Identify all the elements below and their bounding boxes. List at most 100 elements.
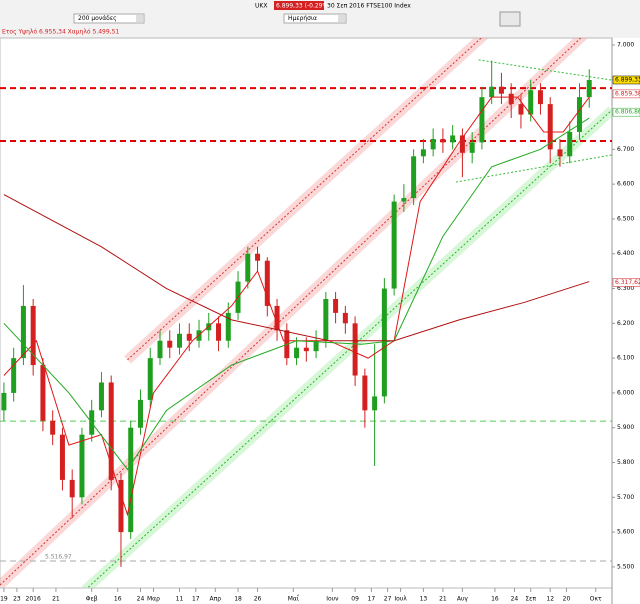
x-tick-label: 11: [176, 596, 184, 603]
y-tick-label: 5.500: [617, 563, 634, 570]
x-tick-label: Μαΐ: [288, 595, 299, 603]
candle-body: [362, 375, 368, 411]
chart-icon[interactable]: [499, 11, 521, 27]
candle-body: [479, 97, 485, 143]
symbol: UKX: [255, 3, 267, 10]
candle-body: [30, 305, 36, 366]
x-tick-label: 24: [137, 596, 145, 603]
trendline: [455, 154, 612, 183]
y-tick-label: 6.100: [617, 355, 634, 362]
range-dropdown[interactable]: [73, 13, 145, 24]
candle-body: [323, 298, 329, 341]
candle-body: [489, 86, 495, 98]
trendline: [0, 38, 582, 586]
candle-body: [450, 135, 456, 143]
candle-body: [108, 382, 114, 480]
candle-body: [137, 399, 143, 428]
candle-body: [440, 138, 446, 143]
range-text: 200 μονάδες: [78, 15, 117, 22]
candle-body: [294, 347, 300, 359]
period-dropdown[interactable]: [283, 13, 347, 24]
y-tick-label: 6.300: [617, 285, 634, 292]
y-tick-label: 5.700: [617, 494, 634, 501]
candle-body: [264, 260, 270, 306]
x-tick-label: 27: [384, 596, 392, 603]
dropdown-arrow: [136, 15, 143, 22]
x-tick-label: 18: [234, 596, 242, 603]
candle-body: [40, 365, 46, 421]
candle-body: [508, 93, 514, 105]
price-label-box: [612, 278, 640, 287]
plot-area: [0, 37, 613, 589]
candle-body: [342, 312, 348, 324]
candle-body: [186, 333, 192, 341]
candle-body: [401, 198, 407, 202]
y-tick-label: 6.500: [617, 215, 634, 222]
x-tick-label: Αυγ: [457, 596, 469, 603]
candle-body: [303, 347, 309, 352]
description: 30 Σεπ 2016 FTSE100 Index: [327, 3, 411, 10]
x-tick-label: 20: [563, 596, 571, 603]
y-tick-label: 7.000: [617, 41, 634, 48]
x-tick-label: 12: [546, 596, 554, 603]
candle-body: [128, 427, 134, 533]
x-tick-label: 24: [511, 596, 519, 603]
line-label: 5.516,97: [45, 554, 72, 561]
x-tick-label: 19: [0, 596, 8, 603]
x-tick-label: Οκτ: [590, 596, 602, 603]
candle-body: [118, 479, 124, 533]
candle-body: [216, 323, 222, 341]
x-tick-label: 13: [420, 596, 428, 603]
x-tick-label: 16: [114, 596, 122, 603]
candle-body: [411, 156, 417, 199]
quote: 6.899,33 (-0.29%): [276, 3, 331, 10]
candle-body: [352, 323, 358, 376]
candle-body: [1, 392, 7, 411]
candle-body: [20, 305, 26, 359]
candle-body: [177, 333, 183, 348]
candle-body: [372, 396, 378, 411]
y-tick-label: 6.700: [617, 146, 634, 153]
y-tick-label: 6.600: [617, 181, 634, 188]
y-tick-label: 6.200: [617, 320, 634, 327]
candle-body: [225, 312, 231, 341]
price-label-box: [612, 89, 640, 99]
candle-body: [537, 90, 543, 105]
candle-body: [576, 97, 582, 132]
price-label: 6.859,38: [615, 90, 640, 97]
candle-body: [69, 479, 75, 498]
candle-body: [547, 104, 553, 150]
candle-body: [528, 90, 534, 115]
candle-body: [557, 149, 563, 157]
candle-body: [518, 104, 524, 115]
x-tick-label: Μαρ: [147, 596, 160, 603]
candle-body: [459, 135, 465, 153]
candle-body: [586, 79, 592, 98]
y-tick-label: 5.900: [617, 424, 634, 431]
moving-average: [3, 96, 590, 517]
x-tick-label: 09: [351, 596, 359, 603]
year-range: Ετος Υψηλό 6.955,34 Χαμηλό 5.499,51: [2, 29, 119, 36]
candle-body: [313, 340, 319, 352]
candle-body: [98, 382, 104, 411]
x-tick-label: 26: [254, 596, 262, 603]
candle-body: [567, 131, 573, 157]
x-tick-label: Απρ: [210, 596, 222, 603]
candle-body: [420, 149, 426, 157]
price-label: 6.806,86: [615, 109, 640, 116]
candle-body: [333, 298, 339, 313]
candle-body: [50, 420, 56, 435]
period-text: Ημερήσια: [288, 15, 317, 22]
candle-body: [59, 434, 65, 480]
x-tick-label: Ιουλ: [394, 596, 407, 603]
candle-body: [157, 340, 163, 359]
price-label: 6.317,62: [615, 279, 640, 286]
candle-body: [11, 358, 17, 393]
trendline: [127, 38, 483, 361]
y-tick-label: 6.000: [617, 389, 634, 396]
candle-body: [147, 358, 153, 400]
x-tick-label: 23: [13, 596, 21, 603]
moving-average: [3, 194, 590, 342]
